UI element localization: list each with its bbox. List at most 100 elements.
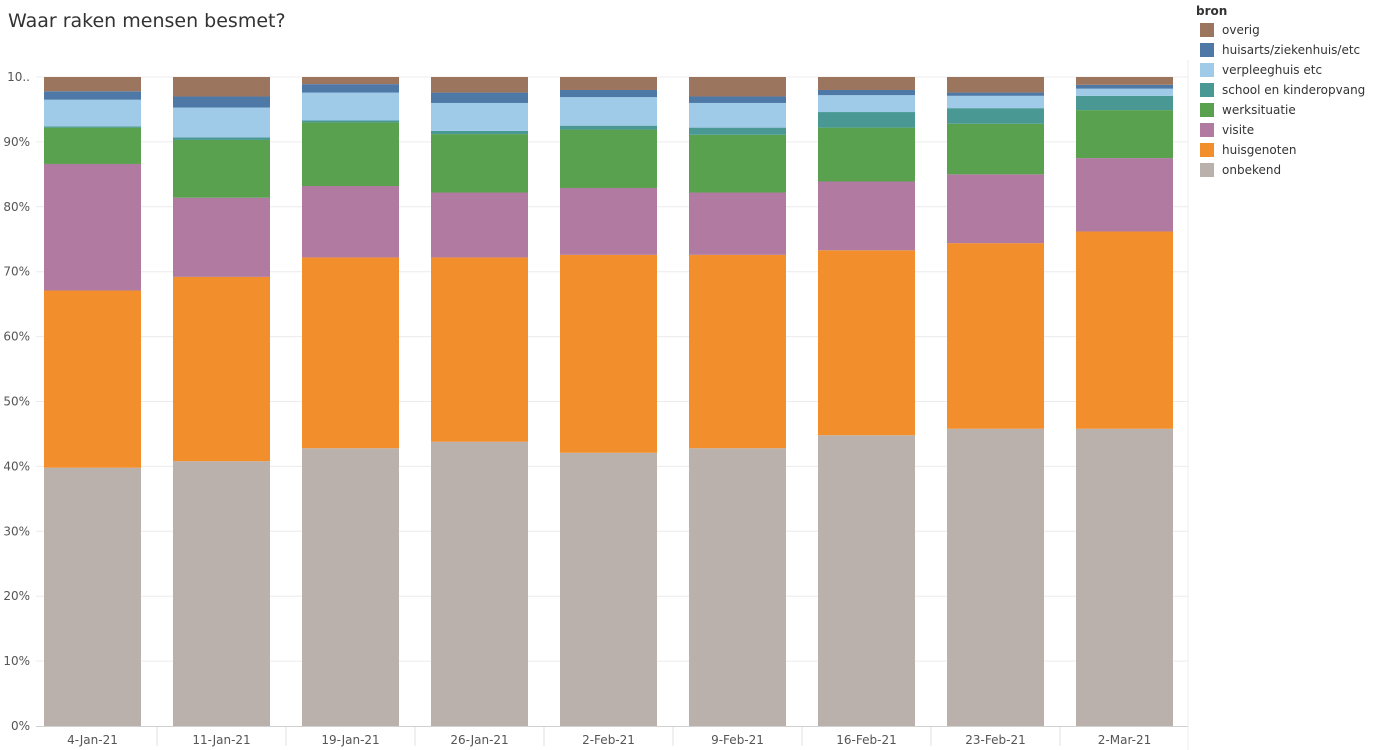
bar-segment-werksituatie[interactable] <box>173 139 270 198</box>
bar-segment-overig[interactable] <box>818 77 915 90</box>
bar-segment-overig[interactable] <box>560 77 657 90</box>
bar-segment-visite[interactable] <box>302 186 399 258</box>
bar-segment-visite[interactable] <box>947 174 1044 244</box>
bar-segment-school-en-kinderopvang[interactable] <box>947 108 1044 124</box>
bar-segment-overig[interactable] <box>173 77 270 97</box>
x-tick-label: 2-Mar-21 <box>1098 733 1151 747</box>
bar-segment-verpleeghuis-etc[interactable] <box>689 102 786 128</box>
x-tick-label: 26-Jan-21 <box>450 733 508 747</box>
bar-segment-onbekend[interactable] <box>560 452 657 726</box>
bar-segment-visite[interactable] <box>431 192 528 258</box>
chart-title: Waar raken mensen besmet? <box>8 10 286 32</box>
legend-item[interactable]: overig <box>1196 20 1376 40</box>
bar-segment-visite[interactable] <box>1076 158 1173 232</box>
bar-segment-verpleeghuis-etc[interactable] <box>1076 88 1173 96</box>
bar-segment-onbekend[interactable] <box>173 461 270 726</box>
bar-segment-school-en-kinderopvang[interactable] <box>818 112 915 128</box>
bar-segment-huisgenoten[interactable] <box>431 257 528 442</box>
x-tick-label: 16-Feb-21 <box>836 733 896 747</box>
bar-segment-huisarts-ziekenhuis-etc[interactable] <box>818 89 915 96</box>
bar-segment-werksituatie[interactable] <box>818 127 915 182</box>
x-tick-label: 2-Feb-21 <box>582 733 635 747</box>
x-tick-label: 11-Jan-21 <box>192 733 250 747</box>
legend-swatch <box>1200 103 1214 117</box>
bar-segment-visite[interactable] <box>818 181 915 251</box>
bar-segment-verpleeghuis-etc[interactable] <box>44 99 141 127</box>
bar-segment-werksituatie[interactable] <box>302 122 399 187</box>
bar-segment-overig[interactable] <box>302 77 399 85</box>
bar-segment-huisarts-ziekenhuis-etc[interactable] <box>947 92 1044 96</box>
bar-segment-school-en-kinderopvang[interactable] <box>560 125 657 130</box>
legend-item[interactable]: visite <box>1196 120 1376 140</box>
bar-segment-huisarts-ziekenhuis-etc[interactable] <box>302 84 399 93</box>
bar-segment-onbekend[interactable] <box>1076 428 1173 726</box>
bar-segment-werksituatie[interactable] <box>1076 110 1173 159</box>
bar-segment-huisgenoten[interactable] <box>302 257 399 449</box>
bar-segment-huisgenoten[interactable] <box>818 250 915 436</box>
bar-segment-onbekend[interactable] <box>947 428 1044 726</box>
y-tick-label: 20% <box>3 589 30 603</box>
bar-segment-verpleeghuis-etc[interactable] <box>560 97 657 126</box>
legend-swatch <box>1200 43 1214 57</box>
bar-segment-onbekend[interactable] <box>431 441 528 726</box>
legend-item[interactable]: verpleeghuis etc <box>1196 60 1376 80</box>
x-tick-label: 23-Feb-21 <box>965 733 1025 747</box>
bar-segment-onbekend[interactable] <box>302 448 399 726</box>
bar-segment-huisarts-ziekenhuis-etc[interactable] <box>173 96 270 108</box>
legend-item[interactable]: onbekend <box>1196 160 1376 180</box>
bar-segment-visite[interactable] <box>173 197 270 277</box>
legend-label: overig <box>1222 23 1260 37</box>
y-tick-label: 10% <box>3 654 30 668</box>
legend-label: visite <box>1222 123 1255 137</box>
bar-segment-school-en-kinderopvang[interactable] <box>44 126 141 128</box>
y-tick-label: 90% <box>3 135 30 149</box>
bar-segment-werksituatie[interactable] <box>689 134 786 193</box>
bar-segment-overig[interactable] <box>689 77 786 97</box>
y-tick-label: 80% <box>3 200 30 214</box>
bar-segment-werksituatie[interactable] <box>431 134 528 193</box>
bar-segment-visite[interactable] <box>44 163 141 291</box>
bar-segment-huisarts-ziekenhuis-etc[interactable] <box>689 96 786 103</box>
bar-segment-werksituatie[interactable] <box>947 123 1044 175</box>
bar-segment-verpleeghuis-etc[interactable] <box>431 102 528 131</box>
bar-segment-huisgenoten[interactable] <box>1076 231 1173 429</box>
bar-segment-school-en-kinderopvang[interactable] <box>173 137 270 140</box>
bar-segment-overig[interactable] <box>947 77 1044 93</box>
bar-segment-huisarts-ziekenhuis-etc[interactable] <box>560 89 657 98</box>
bar-segment-overig[interactable] <box>44 77 141 92</box>
bar-segment-huisgenoten[interactable] <box>560 254 657 453</box>
bar-segment-school-en-kinderopvang[interactable] <box>431 130 528 135</box>
bar-segment-huisarts-ziekenhuis-etc[interactable] <box>44 91 141 100</box>
legend-item[interactable]: huisarts/ziekenhuis/etc <box>1196 40 1376 60</box>
bar-segment-onbekend[interactable] <box>44 467 141 726</box>
legend-title: bron <box>1196 4 1228 18</box>
bar-segment-werksituatie[interactable] <box>44 127 141 164</box>
bar-segment-onbekend[interactable] <box>689 448 786 726</box>
legend-item[interactable]: huisgenoten <box>1196 140 1376 160</box>
bar-segment-onbekend[interactable] <box>818 435 915 726</box>
bar-segment-school-en-kinderopvang[interactable] <box>302 120 399 123</box>
bar-segment-school-en-kinderopvang[interactable] <box>689 127 786 135</box>
legend-label: onbekend <box>1222 163 1282 177</box>
bar-segment-huisgenoten[interactable] <box>947 243 1044 429</box>
bar-segment-huisgenoten[interactable] <box>173 276 270 462</box>
bar-segment-huisgenoten[interactable] <box>44 290 141 468</box>
bar-segment-overig[interactable] <box>431 77 528 93</box>
bar-segment-verpleeghuis-etc[interactable] <box>947 95 1044 109</box>
bar-segment-school-en-kinderopvang[interactable] <box>1076 95 1173 111</box>
bar-segment-werksituatie[interactable] <box>560 129 657 188</box>
legend-item[interactable]: school en kinderopvang <box>1196 80 1376 100</box>
bar-segment-overig[interactable] <box>1076 77 1173 85</box>
bar-segment-visite[interactable] <box>689 192 786 255</box>
legend-items: overig huisarts/ziekenhuis/etc verpleeghui… <box>1196 20 1376 180</box>
bar-segment-verpleeghuis-etc[interactable] <box>302 92 399 121</box>
bar-segment-huisarts-ziekenhuis-etc[interactable] <box>431 92 528 103</box>
legend-swatch <box>1200 143 1214 157</box>
bar-segment-huisgenoten[interactable] <box>689 254 786 449</box>
bar-segment-verpleeghuis-etc[interactable] <box>173 107 270 138</box>
bar-segment-verpleeghuis-etc[interactable] <box>818 95 915 113</box>
bar-segment-visite[interactable] <box>560 187 657 255</box>
bar-segment-huisarts-ziekenhuis-etc[interactable] <box>1076 84 1173 89</box>
legend-item[interactable]: werksituatie <box>1196 100 1376 120</box>
